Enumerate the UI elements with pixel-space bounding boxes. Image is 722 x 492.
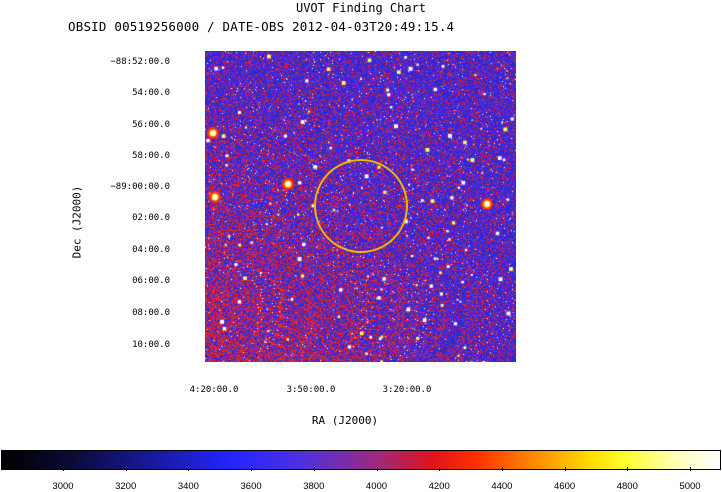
- y-tick: 06:00.0: [132, 276, 170, 286]
- colorbar-tick-mark: [125, 467, 127, 471]
- colorbar-tick-label: 3000: [52, 481, 74, 492]
- x-axis-label: RA (J2000): [311, 414, 379, 427]
- colorbar-tick-label: 4600: [554, 481, 576, 492]
- y-tick: −88:52:00.0: [110, 57, 170, 67]
- x-tick: 4:20:00.0: [189, 385, 239, 395]
- y-axis-label: Dec (J2000): [70, 185, 84, 259]
- chart-title: UVOT Finding Chart: [295, 1, 427, 15]
- colorbar-tick-label: 4000: [365, 481, 388, 492]
- colorbar-tick-mark: [439, 467, 441, 471]
- y-tick: 02:00.0: [132, 213, 170, 223]
- x-tick: 3:20:00.0: [382, 385, 432, 395]
- colorbar-tick-label: 3600: [240, 481, 262, 492]
- colorbar-tick-mark: [564, 467, 566, 471]
- colorbar-tick-label: 3800: [303, 481, 325, 492]
- colorbar-tick-mark: [501, 467, 503, 471]
- colorbar-tick-label: 4800: [616, 481, 638, 492]
- colorbar-tick-label: 4200: [428, 481, 450, 492]
- y-tick: 10:00.0: [132, 340, 170, 350]
- y-tick: 54:00.0: [132, 88, 170, 98]
- y-tick: 04:00.0: [132, 245, 170, 255]
- y-tick: 08:00.0: [132, 308, 170, 318]
- y-tick: 56:00.0: [132, 120, 170, 130]
- y-tick: 58:00.0: [132, 151, 170, 161]
- colorbar-tick-mark: [188, 467, 190, 471]
- y-tick: −89:00:00.0: [110, 182, 170, 192]
- colorbar-tick-label: 3400: [177, 481, 199, 492]
- colorbar-tick-label: 4400: [491, 481, 513, 492]
- colorbar: [1, 450, 721, 470]
- x-tick: 3:50:00.0: [286, 385, 336, 395]
- colorbar-tick-mark: [690, 467, 691, 471]
- colorbar-tick-mark: [376, 467, 378, 471]
- colorbar-tick-mark: [313, 467, 315, 471]
- chart-subtitle: OBSID 00519256000 / DATE-OBS 2012-04-03T…: [68, 19, 455, 34]
- colorbar-tick-mark: [627, 467, 629, 471]
- colorbar-tick-label: 3200: [115, 481, 137, 492]
- colorbar-tick-mark: [251, 467, 253, 471]
- sky-image[interactable]: [205, 51, 516, 362]
- colorbar-tick-label: 5000: [679, 481, 701, 492]
- colorbar-tick-mark: [63, 467, 64, 471]
